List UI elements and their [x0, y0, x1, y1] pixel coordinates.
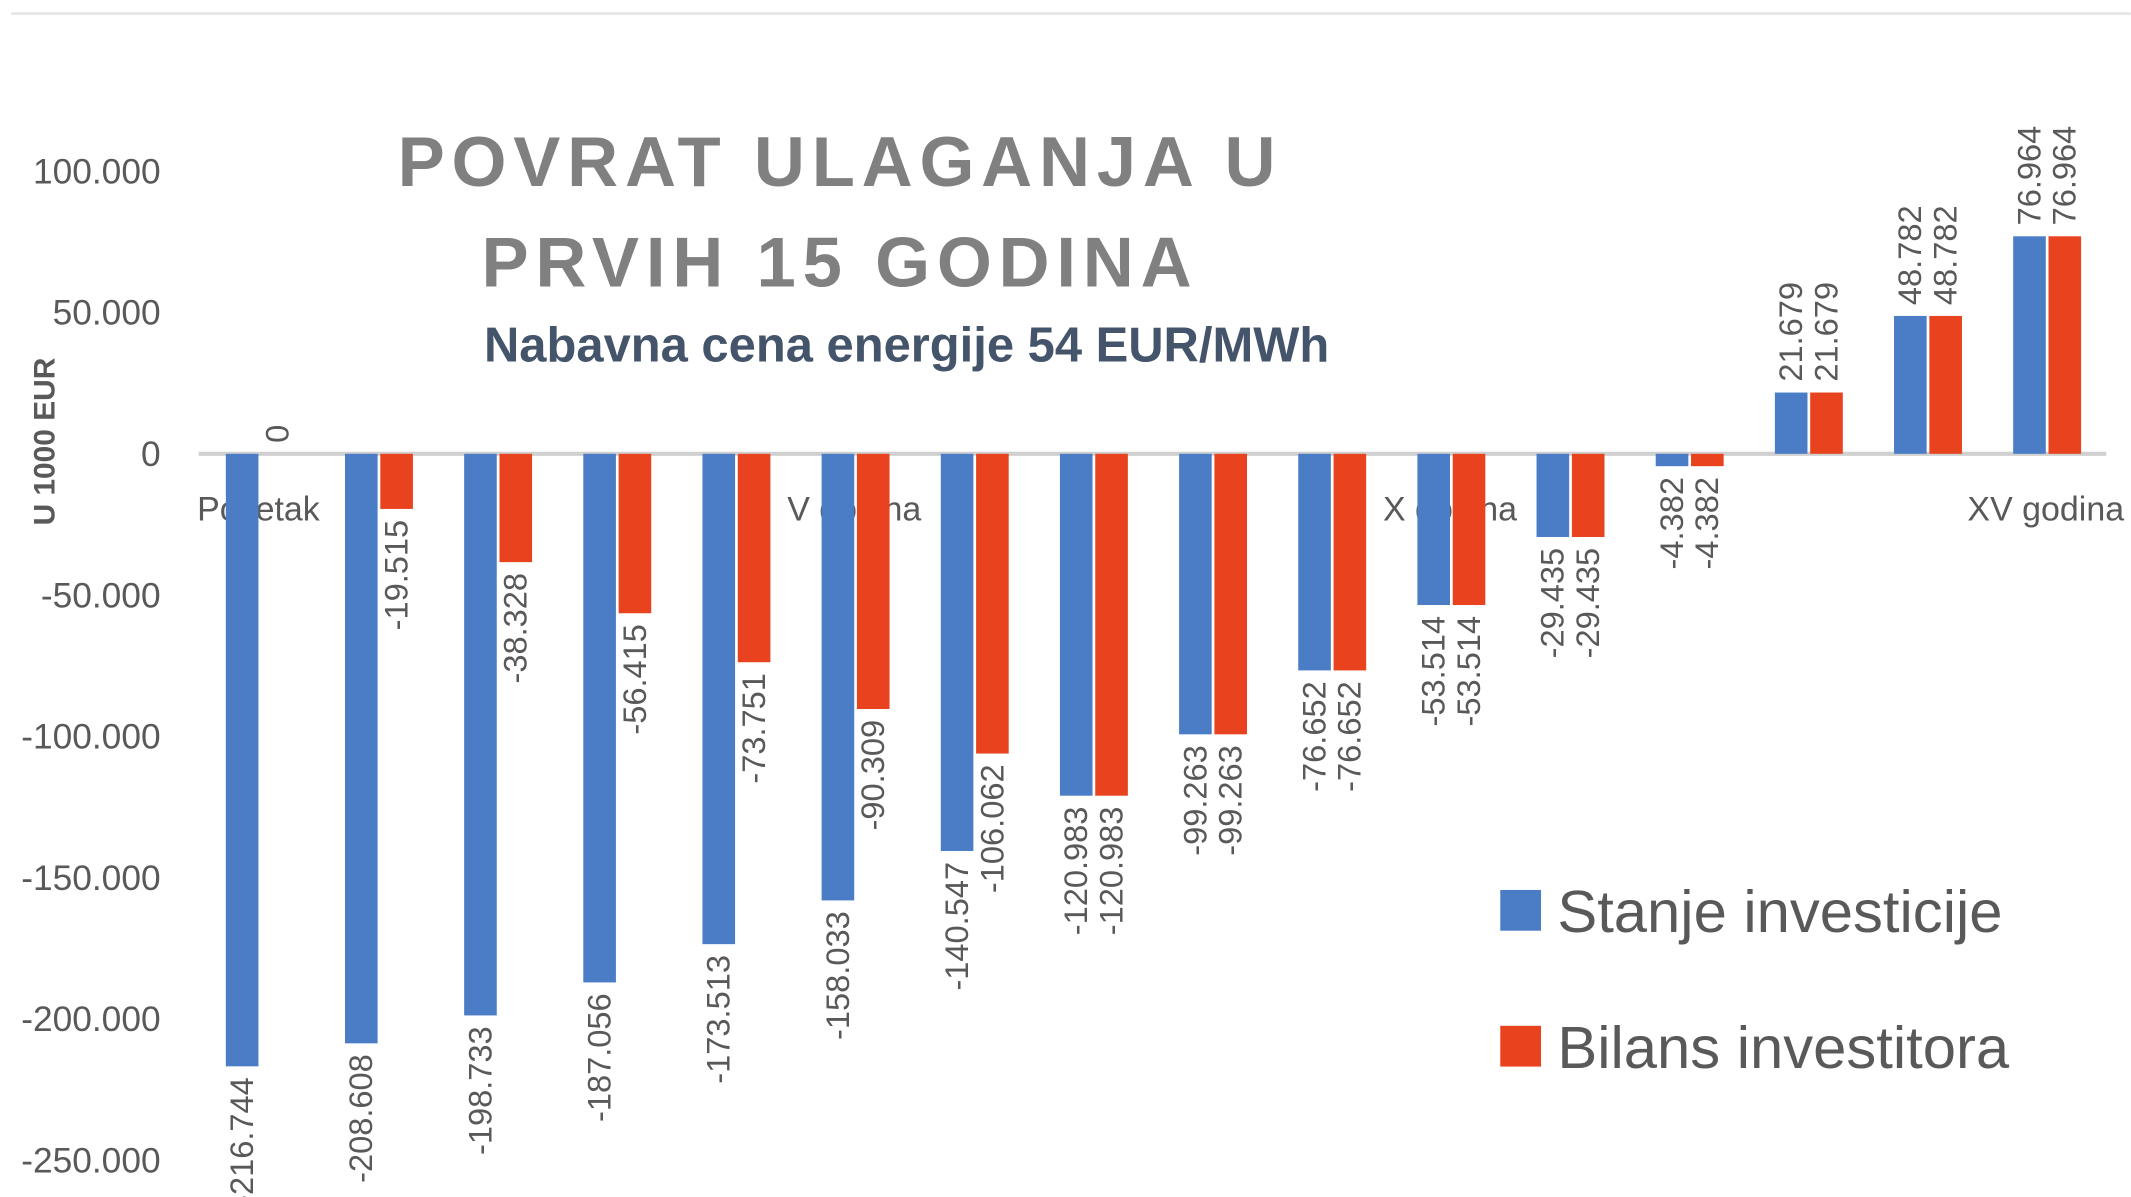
bar	[1571, 453, 1605, 537]
bar	[702, 453, 736, 945]
data-label: -106.062	[973, 764, 1010, 893]
bar	[1417, 453, 1451, 606]
bar	[2013, 236, 2046, 454]
bar	[2048, 236, 2082, 454]
y-tick-label: -50.000	[41, 576, 161, 615]
data-label: -158.033	[819, 911, 856, 1040]
bar	[1059, 453, 1093, 796]
bar	[380, 453, 413, 509]
data-label: -4.382	[1688, 477, 1725, 569]
data-label: -216.744	[223, 1077, 260, 1197]
y-tick-label: -200.000	[21, 1000, 160, 1039]
data-label: -19.515	[377, 520, 414, 631]
data-label: -99.263	[1212, 745, 1249, 856]
legend-label: Bilans investitora	[1557, 1014, 2010, 1081]
data-label: -99.263	[1176, 745, 1213, 856]
data-label: -38.328	[497, 573, 534, 684]
bar	[856, 453, 890, 710]
y-tick-label: 0	[141, 435, 161, 474]
y-axis-label: U 1000 EUR	[29, 358, 62, 526]
bar	[583, 453, 616, 983]
subtitle: Nabavna cena energije 54 EUR/MWh	[484, 318, 1329, 372]
data-label: -76.652	[1331, 681, 1368, 792]
bar	[1095, 453, 1128, 796]
bar	[1333, 453, 1367, 671]
legend-swatch	[1500, 889, 1542, 931]
data-label: -90.309	[854, 720, 891, 831]
data-label: 21.679	[1807, 282, 1844, 382]
data-label: 48.782	[1927, 205, 1964, 305]
bar	[225, 453, 259, 1067]
data-label: -73.751	[735, 673, 772, 784]
bar	[1929, 315, 1962, 454]
bar	[618, 453, 652, 614]
y-tick-label: -100.000	[21, 718, 160, 757]
bar	[499, 453, 533, 563]
data-label: -53.514	[1415, 616, 1452, 727]
data-label: -56.415	[616, 624, 653, 735]
data-label: -187.056	[580, 993, 617, 1122]
bar	[1810, 392, 1843, 454]
data-label: 0	[258, 425, 295, 443]
x-tick-label: XV godina	[1967, 490, 2124, 528]
bar	[1179, 453, 1212, 735]
data-label: -140.547	[938, 862, 975, 991]
data-label: -53.514	[1450, 616, 1487, 727]
legend-swatch	[1500, 1025, 1542, 1067]
x-tick-label: V godina	[787, 490, 921, 528]
y-tick-label: -150.000	[21, 859, 160, 898]
data-label: 76.964	[2010, 126, 2047, 226]
data-label: -4.382	[1653, 477, 1690, 569]
y-tick-label: -250.000	[21, 1142, 160, 1181]
bar	[976, 453, 1009, 754]
bar	[1214, 453, 1248, 735]
bar	[344, 453, 378, 1044]
data-label: 48.782	[1891, 205, 1928, 305]
bar	[940, 453, 974, 851]
data-label: -120.983	[1092, 807, 1129, 936]
data-label: -208.608	[342, 1054, 379, 1183]
bar	[1452, 453, 1486, 606]
bar	[1298, 453, 1331, 671]
bar	[737, 453, 771, 663]
data-label: 76.964	[2046, 126, 2083, 226]
bar	[1894, 315, 1927, 454]
data-label: -198.733	[461, 1026, 498, 1155]
title-line: PRVIH 15 GODINA	[482, 223, 1199, 302]
data-label: -29.435	[1569, 548, 1606, 659]
bar	[1774, 392, 1808, 454]
y-tick-label: 50.000	[53, 294, 161, 333]
bar	[1655, 453, 1689, 467]
x-tick-label: Početak	[197, 490, 321, 528]
data-label: -120.983	[1057, 807, 1094, 936]
data-label: 21.679	[1772, 282, 1809, 382]
data-label: -29.435	[1534, 548, 1571, 659]
data-label: -76.652	[1295, 681, 1332, 792]
data-label: -173.513	[700, 955, 737, 1084]
title-line: POVRAT ULAGANJA U	[398, 122, 1283, 201]
bar	[1691, 453, 1724, 467]
x-tick-label: X godina	[1383, 490, 1517, 528]
y-tick-label: 100.000	[33, 152, 161, 191]
bar	[1536, 453, 1570, 537]
legend-label: Stanje investicije	[1557, 878, 2002, 945]
bar	[464, 453, 497, 1016]
bar	[821, 453, 855, 901]
